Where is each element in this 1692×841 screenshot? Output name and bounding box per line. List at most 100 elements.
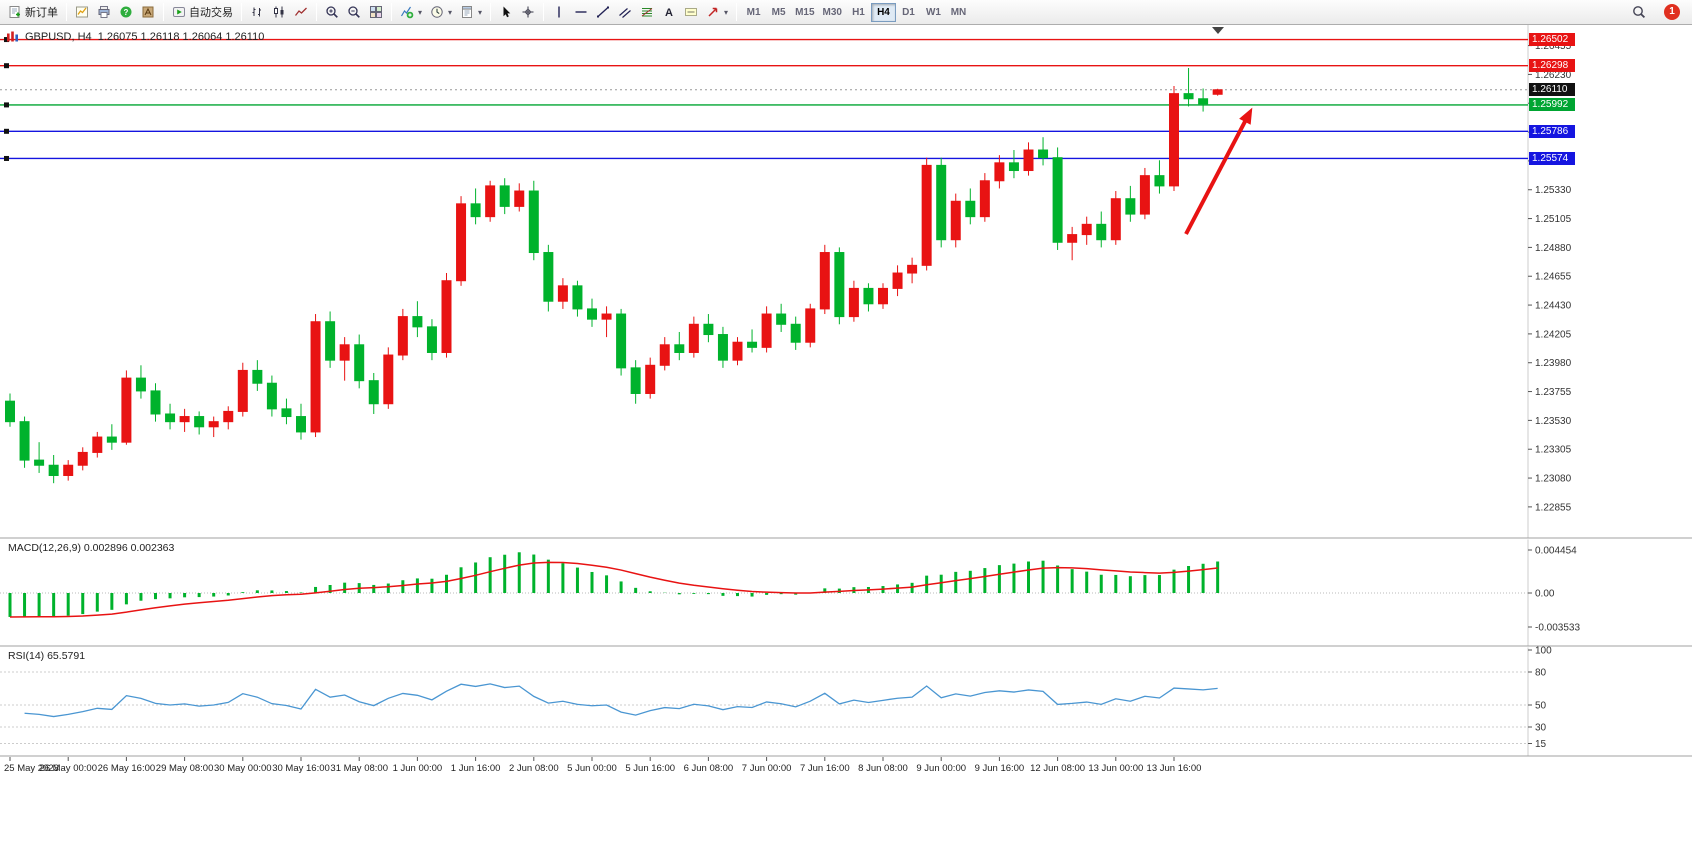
candle: [1183, 68, 1194, 107]
price-axis-label: 1.26005: [1535, 99, 1572, 110]
indicators-button[interactable]: ▾: [396, 2, 426, 23]
candle: [368, 372, 379, 414]
bar-chart-button[interactable]: [246, 2, 268, 23]
time-axis-label: 26 May 00:00: [39, 763, 97, 774]
price-axis-label: 1.24430: [1535, 301, 1572, 312]
line-chart-button[interactable]: [290, 2, 312, 23]
support-line[interactable]: [0, 128, 1528, 134]
candle: [19, 416, 30, 468]
zoom-out-button[interactable]: [343, 2, 365, 23]
candle: [1139, 167, 1150, 220]
periods-icon: [430, 5, 444, 19]
line-handle[interactable]: [4, 63, 9, 69]
timeframe-m5-button[interactable]: M5: [766, 3, 791, 22]
rsi-axis-label: 100: [1535, 646, 1552, 657]
candle: [616, 308, 627, 376]
resistance-line[interactable]: [0, 63, 1528, 69]
candle: [135, 365, 146, 399]
candle: [1110, 191, 1121, 245]
resistance-line[interactable]: [0, 37, 1528, 43]
price-axis-label: 1.25105: [1535, 214, 1572, 225]
autotrading-icon: [172, 5, 186, 19]
periods-button[interactable]: ▾: [426, 2, 456, 23]
line-handle[interactable]: [4, 102, 9, 108]
arrows-button[interactable]: ▾: [702, 2, 732, 23]
time-axis-label: 30 May 16:00: [272, 763, 330, 774]
notification-badge[interactable]: 1: [1664, 4, 1680, 20]
candle: [1169, 85, 1179, 192]
line-handle[interactable]: [4, 37, 9, 43]
fibonacci-button[interactable]: [636, 2, 658, 23]
search-icon: [1632, 5, 1646, 19]
candle: [1081, 216, 1092, 245]
search-button[interactable]: [1628, 2, 1650, 23]
vertical-line-button[interactable]: [548, 2, 570, 23]
vertical-line-icon: [552, 5, 566, 19]
candle: [470, 188, 481, 225]
candle: [456, 196, 467, 286]
candle: [878, 283, 888, 309]
timeframe-w1-button[interactable]: W1: [921, 3, 946, 22]
candle: [645, 357, 656, 399]
candle: [863, 283, 874, 312]
crosshair-button[interactable]: [517, 2, 539, 23]
candles-series: [5, 68, 1223, 484]
zoom-in-button[interactable]: [321, 2, 343, 23]
support-line[interactable]: [0, 155, 1528, 161]
price-axis-label: 1.23755: [1535, 387, 1572, 398]
autotrading-button[interactable]: 自动交易: [168, 2, 237, 23]
support-line[interactable]: [0, 102, 1528, 108]
candle: [485, 180, 496, 222]
timeframe-mn-button[interactable]: MN: [946, 3, 971, 22]
new-order-button[interactable]: 新订单: [4, 2, 62, 23]
time-axis-label: 7 Jun 00:00: [742, 763, 792, 774]
candlestick-button[interactable]: [268, 2, 290, 23]
templates-button[interactable]: ▾: [456, 2, 486, 23]
candlestick-icon: [272, 5, 286, 19]
time-axis-label: 6 Jun 08:00: [684, 763, 734, 774]
zoom-in-icon: [325, 5, 339, 19]
chart-window-button[interactable]: [71, 2, 93, 23]
new-order-icon: [8, 5, 22, 19]
text-label-button[interactable]: [680, 2, 702, 23]
dropdown-arrow-icon: ▾: [448, 7, 453, 17]
line-handle[interactable]: [4, 128, 9, 134]
timeframe-m1-button[interactable]: M1: [741, 3, 766, 22]
candle: [92, 431, 103, 458]
dropdown-arrow-icon: ▾: [478, 7, 483, 17]
main-toolbar: 新订单? 自动交易 ▾ ▾ ▾ A ▾ M1 M5 M15 M30 H1 H4 D1 W1 MN 1: [0, 0, 1692, 25]
help-icon: ?: [119, 5, 133, 19]
candle: [1154, 160, 1165, 194]
horizontal-line-button[interactable]: [570, 2, 592, 23]
candle: [979, 173, 990, 222]
cursor-button[interactable]: [495, 2, 517, 23]
trendline-button[interactable]: [592, 2, 614, 23]
macd-axis-label: -0.003533: [1535, 623, 1580, 634]
candle: [281, 398, 292, 425]
trend-arrow-annotation[interactable]: [1184, 107, 1253, 235]
metaeditor-button[interactable]: [137, 2, 159, 23]
candle: [761, 306, 772, 353]
timeframe-h4-button[interactable]: H4: [870, 2, 896, 22]
bar-chart-icon: [250, 5, 264, 19]
text-label-icon: [684, 5, 698, 19]
print-button[interactable]: [93, 2, 115, 23]
toolbar-separator: [736, 3, 738, 21]
price-axis-label: 1.23305: [1535, 445, 1572, 456]
timeframe-h1-button[interactable]: H1: [846, 3, 871, 22]
line-handle[interactable]: [4, 155, 9, 161]
toolbar-separator: [163, 3, 164, 21]
candle: [819, 244, 830, 315]
candle: [528, 180, 539, 261]
candle: [1023, 142, 1034, 176]
equidistant-channel-button[interactable]: [614, 2, 636, 23]
timeframe-m15-button[interactable]: M15: [791, 3, 818, 22]
timeframe-m30-button[interactable]: M30: [819, 3, 846, 22]
candle: [426, 319, 437, 361]
tile-windows-button[interactable]: [365, 2, 387, 23]
text-button[interactable]: A: [658, 2, 680, 23]
help-button[interactable]: ?: [115, 2, 137, 23]
candle: [310, 314, 321, 438]
timeframe-d1-button[interactable]: D1: [896, 3, 921, 22]
